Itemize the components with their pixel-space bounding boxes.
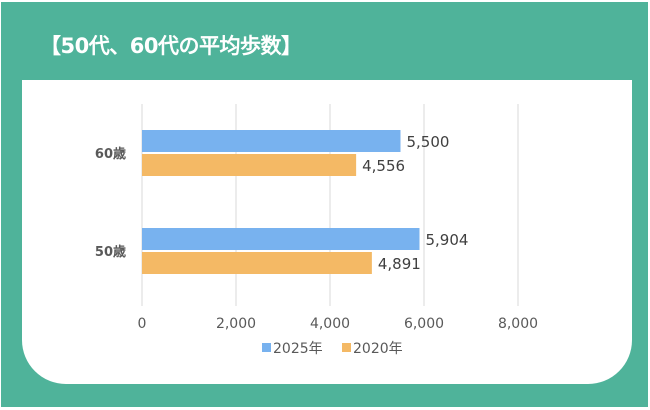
category-label: 60歳 xyxy=(95,146,126,162)
bar-2025年 xyxy=(142,130,401,152)
data-label: 5,500 xyxy=(407,133,450,151)
chart-title: 【50代、60代の平均歩数】 xyxy=(40,34,302,58)
x-tick-label: 4,000 xyxy=(310,316,350,332)
x-tick-label: 8,000 xyxy=(498,316,538,332)
legend-label: 2025年 xyxy=(273,341,323,357)
data-label: 4,891 xyxy=(378,255,421,273)
bar-2020年 xyxy=(142,154,357,176)
x-tick-label: 6,000 xyxy=(404,316,444,332)
bar-2020年 xyxy=(142,252,372,274)
category-label: 50歳 xyxy=(95,244,126,260)
data-label: 5,904 xyxy=(425,231,468,249)
legend-swatch xyxy=(262,343,271,352)
data-label: 4,556 xyxy=(362,157,405,175)
x-tick-label: 0 xyxy=(138,316,147,332)
legend-swatch xyxy=(342,343,351,352)
x-tick-label: 2,000 xyxy=(216,316,256,332)
legend-label: 2020年 xyxy=(353,341,403,357)
bar-2025年 xyxy=(142,228,420,250)
